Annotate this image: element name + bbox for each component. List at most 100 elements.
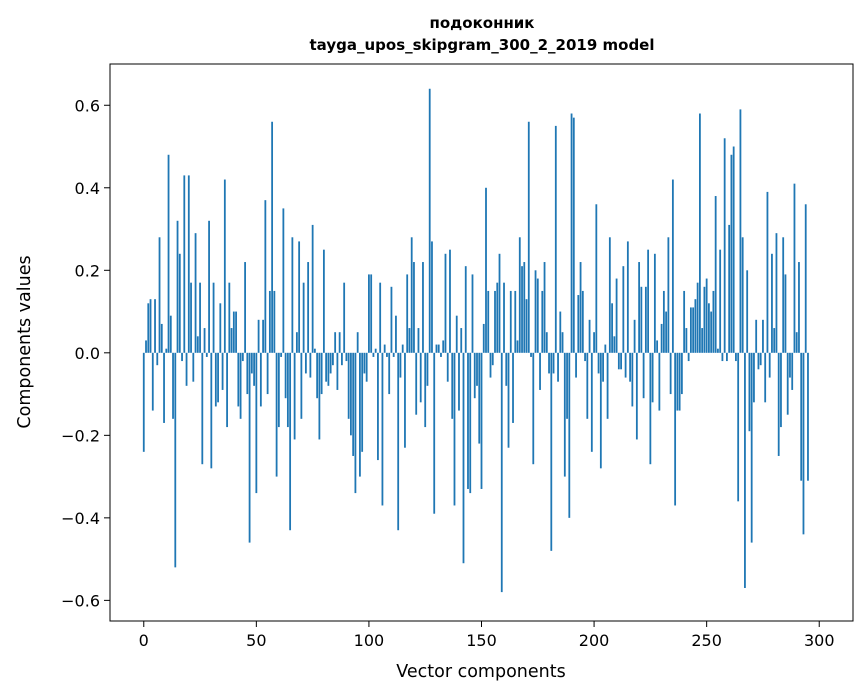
bar-255 <box>717 348 719 353</box>
bar-231 <box>662 290 665 353</box>
bar-293 <box>802 352 805 535</box>
bar-173 <box>532 352 535 465</box>
bar-66 <box>291 237 294 353</box>
bar-131 <box>437 344 440 353</box>
bar-49 <box>253 352 255 386</box>
bar-237 <box>676 352 679 411</box>
plot-frame <box>109 63 854 622</box>
bar-268 <box>746 270 749 353</box>
bar-230 <box>660 323 663 353</box>
bar-288 <box>791 352 794 390</box>
bar-25 <box>199 282 201 353</box>
bar-70 <box>300 352 303 419</box>
bar-113 <box>397 352 400 531</box>
bar-45 <box>244 262 246 353</box>
bar-181 <box>550 352 553 551</box>
bar-2 <box>147 303 150 353</box>
bar-295 <box>807 352 809 481</box>
bar-161 <box>505 352 508 386</box>
bar-148 <box>476 352 478 386</box>
bar-95 <box>356 332 359 353</box>
bar-108 <box>386 352 388 357</box>
bar-242 <box>687 352 690 362</box>
bar-149 <box>478 352 481 444</box>
bar-119 <box>410 237 413 353</box>
bar-282 <box>777 352 780 456</box>
bar-277 <box>766 191 769 353</box>
bar-83 <box>329 352 332 374</box>
bar-68 <box>295 332 298 353</box>
bar-214 <box>624 352 627 378</box>
bar-128 <box>431 241 433 353</box>
bars-group <box>142 88 809 593</box>
bar-86 <box>336 352 339 390</box>
bar-154 <box>489 352 492 378</box>
bar-207 <box>608 237 611 353</box>
bar-248 <box>701 328 704 353</box>
bar-172 <box>530 352 532 357</box>
bar-243 <box>689 307 692 353</box>
bar-234 <box>669 352 672 395</box>
bar-14 <box>174 352 177 568</box>
bar-239 <box>680 352 683 395</box>
bar-189 <box>568 352 571 518</box>
bar-191 <box>572 117 575 353</box>
bar-130 <box>435 344 438 353</box>
bar-253 <box>712 290 715 353</box>
bar-245 <box>694 299 697 353</box>
bar-170 <box>525 299 528 353</box>
bar-274 <box>759 352 762 366</box>
x-tick-label: 200 <box>579 631 610 650</box>
bar-91 <box>347 352 350 419</box>
bar-141 <box>460 328 463 353</box>
bar-71 <box>302 282 305 353</box>
bar-223 <box>644 286 647 353</box>
bar-19 <box>185 352 188 386</box>
bar-254 <box>714 196 717 353</box>
bar-186 <box>561 332 564 353</box>
bar-283 <box>780 352 782 428</box>
bar-74 <box>309 352 312 378</box>
bar-51 <box>257 319 260 353</box>
bar-290 <box>795 332 798 353</box>
bar-188 <box>566 352 568 419</box>
bar-269 <box>748 352 751 432</box>
bar-246 <box>696 282 699 353</box>
bar-30 <box>210 352 213 469</box>
bar-12 <box>169 315 172 353</box>
bar-65 <box>289 352 292 531</box>
bar-211 <box>617 352 620 370</box>
bar-229 <box>658 352 661 411</box>
bar-142 <box>462 352 465 564</box>
bar-151 <box>482 323 485 353</box>
bar-187 <box>563 352 566 477</box>
bar-122 <box>417 328 420 353</box>
bar-289 <box>793 183 796 353</box>
bar-226 <box>651 352 654 403</box>
bar-183 <box>554 125 557 353</box>
x-tick-label: 100 <box>354 631 385 650</box>
bar-93 <box>352 352 355 456</box>
bar-81 <box>325 352 328 382</box>
bar-41 <box>235 311 237 353</box>
bar-159 <box>500 352 503 593</box>
bar-121 <box>415 352 418 415</box>
x-tick-label: 0 <box>139 631 149 650</box>
bar-201 <box>595 204 598 353</box>
bar-158 <box>498 253 501 353</box>
bar-85 <box>334 332 337 353</box>
bar-249 <box>703 286 706 353</box>
bar-171 <box>527 121 530 353</box>
chart-title: подоконник <box>430 14 535 32</box>
bar-216 <box>629 352 631 382</box>
bar-139 <box>455 315 458 353</box>
x-axis-ticks: 0 50 100 150 200 250 300 <box>139 621 835 650</box>
bar-147 <box>473 352 476 399</box>
bar-110 <box>390 286 393 353</box>
bar-203 <box>599 352 602 469</box>
bar-233 <box>667 237 670 353</box>
bar-87 <box>338 332 341 353</box>
bar-24 <box>196 336 199 353</box>
bar-278 <box>768 352 771 378</box>
y-axis-ticks: −0.6 −0.4 −0.2 0.0 0.2 0.4 0.6 <box>61 96 110 610</box>
